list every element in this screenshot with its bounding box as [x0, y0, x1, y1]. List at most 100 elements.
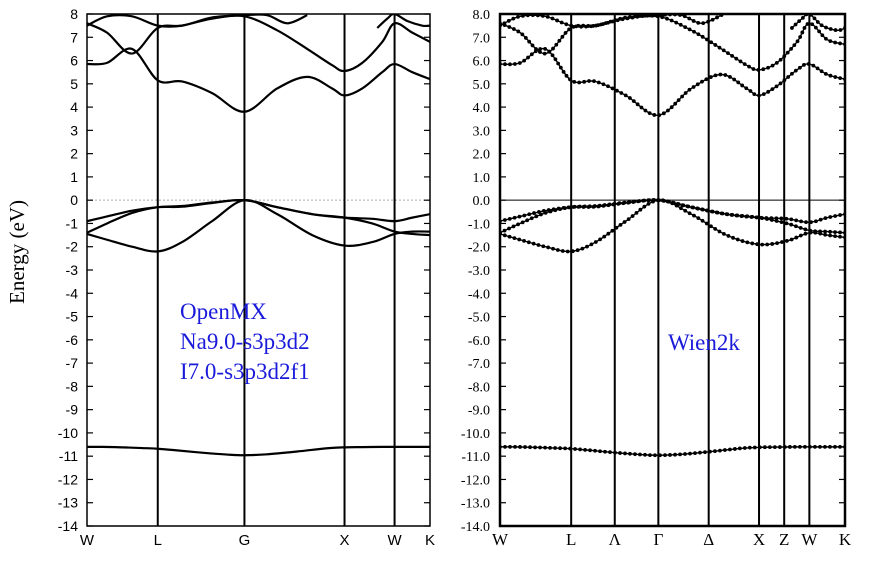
band-point [747, 445, 752, 450]
band-point [657, 113, 662, 118]
band-point [568, 446, 572, 451]
y-tick-label: -8 [66, 378, 79, 394]
band-line-4 [500, 47, 845, 116]
band-point [516, 29, 521, 34]
band-point [828, 39, 833, 43]
y-tick-label: -11.0 [461, 450, 490, 465]
annotation-text: OpenMX [180, 299, 267, 324]
band-point [602, 234, 607, 239]
band-point [557, 38, 562, 43]
band-line-1 [87, 199, 430, 253]
x-tick-label: G [239, 532, 251, 549]
y-tick-label: 7 [70, 29, 78, 45]
band-point [550, 53, 555, 58]
band-point [704, 221, 709, 226]
band-point [513, 444, 517, 449]
band-point [817, 29, 822, 34]
band-point [539, 212, 543, 217]
band-point [678, 452, 682, 457]
band-point [779, 216, 784, 221]
band-point [536, 243, 541, 247]
band-point [636, 199, 641, 204]
band-point [526, 240, 531, 245]
band-point [695, 206, 700, 211]
band-point [631, 99, 636, 104]
band-point [812, 16, 817, 21]
band-point [573, 447, 577, 451]
y-tick-label: -2 [66, 239, 79, 255]
band-point [563, 446, 567, 451]
band-point [700, 218, 705, 223]
band-point [793, 22, 798, 27]
band-point [528, 445, 532, 450]
band-point [692, 213, 696, 218]
band-point [674, 20, 679, 25]
band-point [567, 27, 571, 32]
band-point [705, 208, 709, 213]
band-point [788, 445, 792, 449]
band-point [623, 15, 627, 20]
band-point [622, 220, 627, 224]
band-point [818, 229, 823, 234]
band-point [717, 45, 722, 50]
band-point [530, 43, 535, 48]
y-tick-label: 0 [70, 192, 78, 208]
y-tick-label: -9 [66, 402, 79, 418]
band-line-4 [87, 47, 430, 113]
band-point [734, 213, 739, 218]
band-point [564, 73, 569, 78]
band-point [647, 111, 652, 116]
band-point [695, 82, 700, 87]
band-point [502, 21, 507, 26]
band-point [782, 445, 787, 449]
band-point [833, 28, 838, 32]
y-tick-label: 2 [70, 146, 78, 162]
band-point [789, 47, 793, 51]
y-tick-label: -8.0 [468, 380, 490, 395]
band-point [724, 212, 729, 217]
band-point [561, 206, 566, 210]
band-point [571, 205, 576, 209]
band-point [589, 242, 594, 247]
annotation-text: Wien2k [668, 330, 740, 355]
band-point [782, 78, 787, 83]
band-point [568, 77, 572, 82]
x-tick-label: Γ [653, 530, 663, 549]
band-point [555, 18, 559, 23]
right-panel: W L Λ Γ Δ X Z W K8.07.06.05.04.03.02.01.00.0-1.0… [461, 8, 852, 549]
band-point [508, 62, 512, 67]
band-point [634, 210, 639, 215]
band-point [760, 242, 765, 247]
band-point [761, 67, 766, 72]
y-tick-label: -6.0 [468, 334, 490, 349]
band-point [838, 444, 842, 449]
band-point [608, 19, 613, 24]
band-point [815, 66, 820, 71]
y-tick-label: -2.0 [468, 241, 490, 256]
band-point [800, 30, 805, 35]
band-point [744, 214, 749, 219]
y-tick-label: 0.0 [473, 194, 491, 209]
band-point [665, 16, 669, 21]
band-point [631, 200, 636, 204]
band-point [774, 61, 779, 65]
x-tick-label: W [801, 530, 818, 549]
band-point [560, 34, 565, 39]
band-point [618, 222, 623, 227]
band-point [616, 201, 621, 206]
band-point [808, 228, 813, 233]
band-point [502, 233, 507, 238]
band-point [819, 69, 824, 74]
band-point [572, 79, 577, 84]
band-point [770, 63, 775, 68]
band-point [642, 204, 647, 209]
band-point [553, 57, 558, 62]
band-point [603, 449, 607, 454]
band-point [534, 214, 539, 219]
band-point [566, 205, 571, 210]
band-point [818, 217, 823, 222]
band-point [561, 69, 566, 74]
band-point [587, 79, 591, 83]
band-point [522, 213, 527, 218]
band-point [585, 244, 589, 249]
